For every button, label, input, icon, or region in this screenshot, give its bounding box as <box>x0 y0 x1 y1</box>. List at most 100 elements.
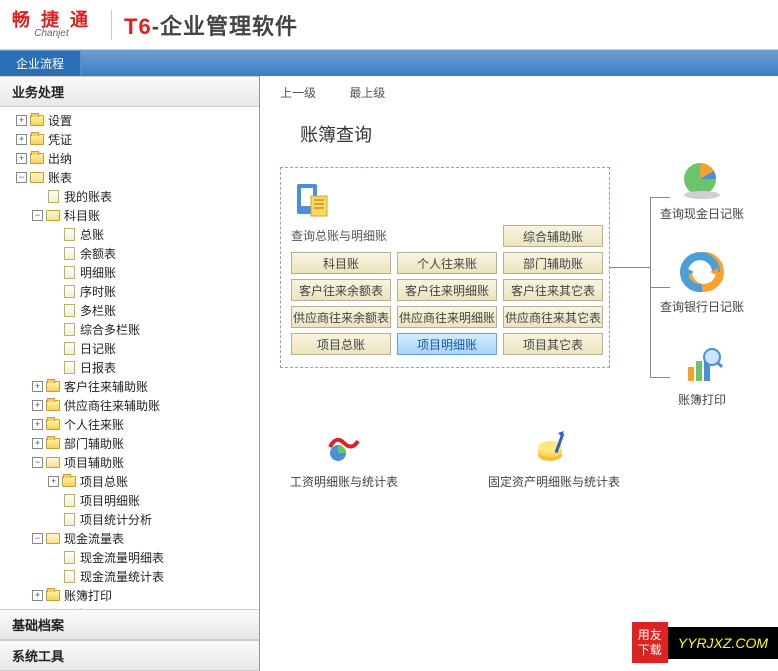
collapse-icon[interactable]: − <box>32 457 43 468</box>
grid-button[interactable]: 项目总账 <box>291 333 391 355</box>
panel-archive[interactable]: 基础档案 <box>0 609 259 640</box>
expand-icon[interactable]: + <box>16 115 27 126</box>
tree-item[interactable]: − 项目辅助账 <box>0 454 259 471</box>
collapse-icon[interactable]: − <box>32 210 43 221</box>
nav-tree[interactable]: +设置+凭证+出纳−账表我的账表−科目账总账余额表明细账序时账多栏账综合多栏账日… <box>0 107 259 609</box>
tree-item[interactable]: 余额表 <box>0 245 259 262</box>
file-icon <box>61 570 77 584</box>
tree-item[interactable]: − 科目账 <box>0 207 259 224</box>
action-wage-report[interactable]: 工资明细账与统计表 <box>290 427 398 490</box>
panel-business[interactable]: 业务处理 <box>0 76 259 107</box>
expand-icon[interactable]: + <box>48 476 59 487</box>
logo-en-text: Chanjet <box>34 29 68 39</box>
grid-button[interactable]: 项目明细账 <box>397 333 497 355</box>
folder-icon <box>29 133 45 147</box>
panel-tools[interactable]: 系统工具 <box>0 640 259 671</box>
tree-label: 序时账 <box>80 283 116 300</box>
tree-item[interactable]: 日报表 <box>0 359 259 376</box>
tree-item[interactable]: + 出纳 <box>0 150 259 167</box>
tree-item[interactable]: 我的账表 <box>0 188 259 205</box>
tree-item[interactable]: −账表 <box>0 169 259 186</box>
tree-label: 部门辅助账 <box>64 435 124 452</box>
tree-label: 出纳 <box>48 150 72 167</box>
expand-icon[interactable]: + <box>32 590 43 601</box>
tree-item[interactable]: + 客户往来辅助账 <box>0 378 259 395</box>
grid-button[interactable]: 客户往来明细账 <box>397 279 497 301</box>
action-print[interactable]: 账簿打印 <box>660 343 744 408</box>
action-bank-journal[interactable]: 查询银行日记账 <box>660 250 744 315</box>
tab-enterprise-process[interactable]: 企业流程 <box>0 51 81 76</box>
breadcrumb-top[interactable]: 最上级 <box>349 86 385 100</box>
grid-button[interactable]: 供应商往来明细账 <box>397 306 497 328</box>
expand-icon[interactable]: + <box>16 153 27 164</box>
expand-icon[interactable]: + <box>32 381 43 392</box>
grid-button[interactable]: 科目账 <box>291 252 391 274</box>
file-icon <box>61 551 77 565</box>
expand-icon[interactable]: + <box>32 400 43 411</box>
tree-item[interactable]: 综合多栏账 <box>0 321 259 338</box>
grid-button[interactable]: 项目其它表 <box>503 333 603 355</box>
tree-item[interactable]: 现金流量明细表 <box>0 549 259 566</box>
expand-icon[interactable]: + <box>32 438 43 449</box>
tree-item[interactable]: 日记账 <box>0 340 259 357</box>
tree-item[interactable]: +凭证 <box>0 131 259 148</box>
tree-label: 项目辅助账 <box>64 454 124 471</box>
app-header: 畅 捷 通 Chanjet T6-企业管理软件 <box>0 0 778 50</box>
grid-button[interactable]: 供应商往来余额表 <box>291 306 391 328</box>
file-icon <box>61 323 77 337</box>
tree-item[interactable]: +项目总账 <box>0 473 259 490</box>
folder-icon <box>45 380 61 394</box>
grid-button[interactable]: 客户往来余额表 <box>291 279 391 301</box>
folder-icon <box>45 589 61 603</box>
grid-button[interactable]: 客户往来其它表 <box>503 279 603 301</box>
tree-item[interactable]: 序时账 <box>0 283 259 300</box>
folder-icon <box>45 399 61 413</box>
expand-icon[interactable]: + <box>16 134 27 145</box>
watermark-badge: 用友 下载 <box>632 622 668 663</box>
tree-label: 个人往来账 <box>64 416 124 433</box>
file-icon <box>61 304 77 318</box>
wage-icon <box>324 427 364 467</box>
tree-item[interactable]: + 供应商往来辅助账 <box>0 397 259 414</box>
tree-item[interactable]: −现金流量表 <box>0 530 259 547</box>
action-asset-report[interactable]: 固定资产明细账与统计表 <box>488 427 620 490</box>
tree-label: 供应商往来辅助账 <box>64 397 160 414</box>
file-icon <box>61 513 77 527</box>
watermark-url: YYRJXZ.COM <box>668 627 778 659</box>
tree-item[interactable]: +账簿打印 <box>0 587 259 604</box>
tree-item[interactable]: 现金流量统计表 <box>0 568 259 585</box>
tree-label: 科目账 <box>64 207 100 224</box>
ledger-icon <box>291 180 331 220</box>
grid-button[interactable]: 综合辅助账 <box>503 225 603 247</box>
action-cash-journal[interactable]: 查询现金日记账 <box>660 157 744 222</box>
folder-open-icon <box>45 456 61 470</box>
folder-open-icon <box>45 532 61 546</box>
tree-item[interactable]: + 部门辅助账 <box>0 435 259 452</box>
action-label: 查询银行日记账 <box>660 298 744 315</box>
grid-button[interactable]: 部门辅助账 <box>503 252 603 274</box>
grid-button[interactable]: 个人往来账 <box>397 252 497 274</box>
folder-icon <box>29 152 45 166</box>
tree-label: 日记账 <box>80 340 116 357</box>
tree-label: 综合多栏账 <box>80 321 140 338</box>
tree-item[interactable]: + 个人往来账 <box>0 416 259 433</box>
expand-icon[interactable]: + <box>32 419 43 430</box>
breadcrumb: 上一级 最上级 <box>260 76 778 109</box>
tree-item[interactable]: 多栏账 <box>0 302 259 319</box>
grid-button[interactable]: 供应商往来其它表 <box>503 306 603 328</box>
folder-icon <box>45 418 61 432</box>
tree-item[interactable]: +设置 <box>0 112 259 129</box>
tree-label: 项目明细账 <box>80 492 140 509</box>
breadcrumb-up[interactable]: 上一级 <box>280 86 316 100</box>
tree-item[interactable]: 项目明细账 <box>0 492 259 509</box>
logo-cn-text: 畅 捷 通 <box>12 11 91 29</box>
tree-item[interactable]: 项目统计分析 <box>0 511 259 528</box>
tree-label: 客户往来辅助账 <box>64 378 148 395</box>
folder-open-icon <box>29 171 45 185</box>
collapse-icon[interactable]: − <box>16 172 27 183</box>
tree-item[interactable]: 总账 <box>0 226 259 243</box>
collapse-icon[interactable]: − <box>32 533 43 544</box>
main-query-box: 查询总账与明细账 科目账客户往来余额表供应商往来余额表项目总账 个人往来账客户往… <box>280 167 610 368</box>
tree-item[interactable]: 明细账 <box>0 264 259 281</box>
tree-label: 现金流量明细表 <box>80 549 164 566</box>
